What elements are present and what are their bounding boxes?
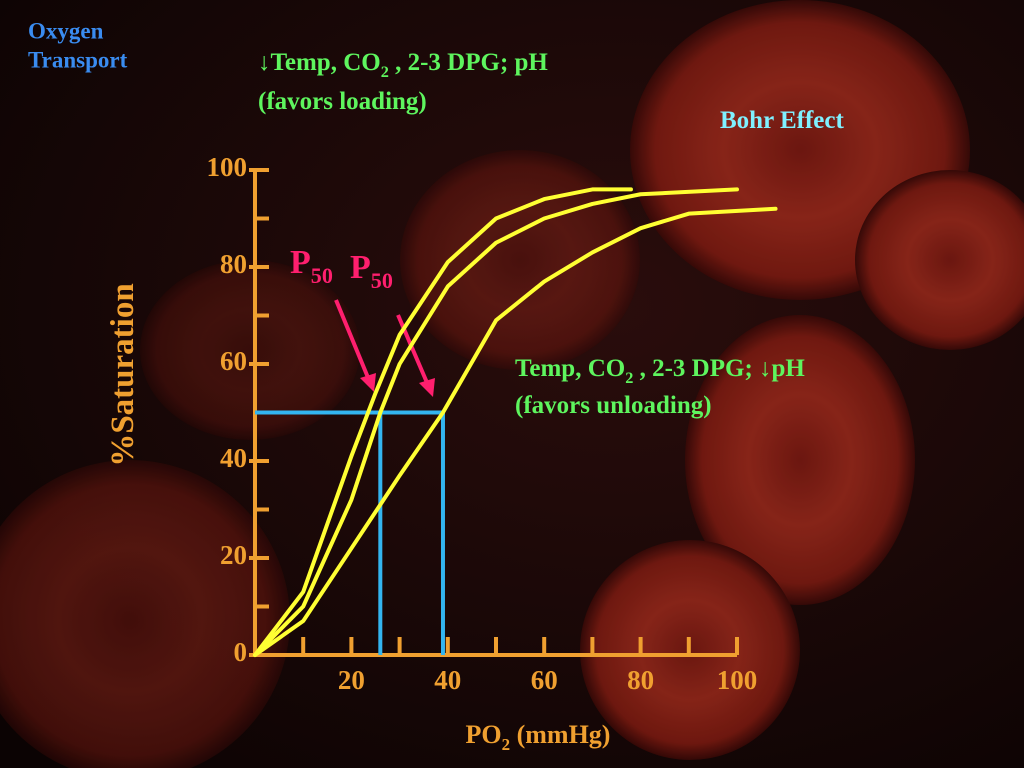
annotation-part: , 2-3 DPG; ↓pH [633, 355, 805, 382]
oxygen-curve [253, 206, 778, 657]
annotation-part: (favors unloading) [515, 392, 712, 419]
y-tick-label: 40 [220, 443, 247, 473]
x-axis-label-part: 2 [502, 735, 510, 754]
y-axis-label-part: % [105, 434, 141, 467]
annotation-part: 2 [625, 369, 633, 387]
y-axis-label-part: Saturation [105, 283, 141, 433]
annotation: P50 [350, 249, 393, 293]
y-tick-label: 20 [220, 540, 247, 570]
cell [0, 460, 290, 768]
annotation: P50 [290, 244, 333, 288]
x-axis-label: PO2 (mmHg) [466, 720, 611, 754]
cell [685, 315, 915, 605]
annotation: ↓Temp, CO2 , 2-3 DPG; pH [258, 49, 548, 81]
x-axis-label-part: (mmHg) [510, 720, 610, 749]
y-tick-label: 0 [234, 637, 248, 667]
annotation-part: 50 [311, 263, 333, 288]
oxygen-curve [253, 187, 739, 657]
p50-arrows [334, 299, 435, 397]
annotation: (favors unloading) [515, 392, 712, 419]
annotation-part: (favors loading) [258, 88, 427, 115]
y-tick-label: 80 [220, 249, 247, 279]
annotation-part: , 2-3 DPG; pH [389, 49, 549, 76]
annotation-part: Temp, CO [515, 355, 625, 382]
arrow-head [419, 378, 435, 397]
annotation-part: 2 [381, 63, 389, 81]
cell [400, 150, 640, 370]
cell [140, 260, 360, 440]
oxygen-curve [253, 187, 633, 657]
annotation: Bohr Effect [720, 107, 844, 134]
x-tick-label: 20 [338, 665, 365, 695]
x-tick-label: 80 [627, 665, 654, 695]
annotation-part: ↓Temp, CO [258, 49, 381, 76]
annotation-part: P [290, 244, 311, 281]
x-tick-label: 60 [531, 665, 558, 695]
x-axis-label-part: PO [466, 720, 502, 749]
x-tick-label: 100 [717, 665, 758, 695]
arrow-head [360, 373, 376, 392]
y-tick-label: 60 [220, 346, 247, 376]
annotation: Temp, CO2 , 2-3 DPG; ↓pH [515, 355, 805, 387]
annotation-part: Bohr Effect [720, 107, 844, 134]
y-tick-label: 100 [207, 152, 248, 182]
x-tick-label: 40 [434, 665, 461, 695]
arrow-line [334, 299, 371, 381]
y-axis-label: %Saturation [105, 283, 141, 466]
cell [855, 170, 1024, 350]
annotation-part: P [350, 249, 371, 286]
annotation: (favors loading) [258, 88, 427, 115]
slide-title: Oxygen [28, 18, 104, 43]
slide-title: Transport [28, 47, 128, 72]
annotation-part: 50 [371, 268, 393, 293]
